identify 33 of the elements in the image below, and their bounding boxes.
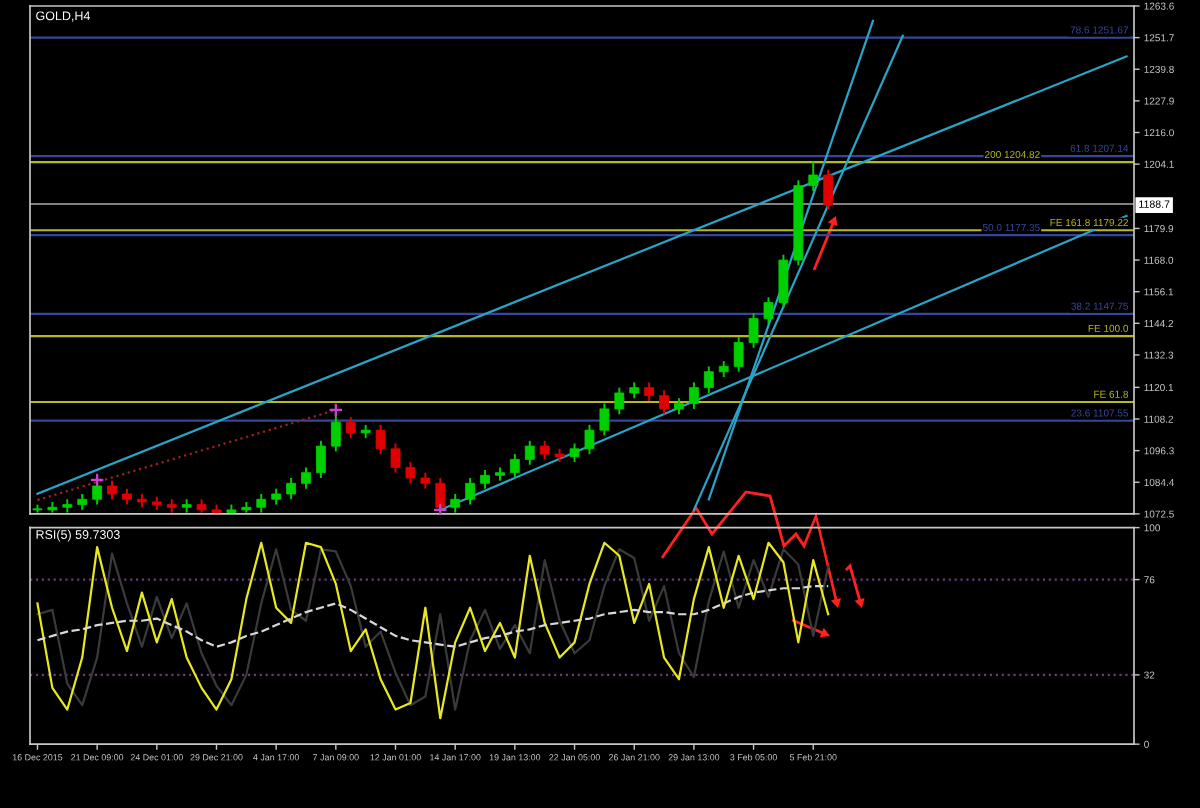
point [432,502,448,514]
candlestick [286,477,296,501]
candlestick [390,442,401,474]
candlestick [823,168,834,211]
candlestick [405,461,416,485]
line-series [36,584,830,648]
candlestick [644,381,655,402]
candlestick [345,415,356,440]
candlestick [509,453,520,479]
candlestick [301,466,311,490]
candlestick [450,492,461,514]
candlestick [480,469,490,490]
candlestick [256,492,267,514]
candlestick [539,439,550,461]
candlestick [107,479,117,501]
candlestick [808,160,819,192]
candlestick [584,423,595,456]
candlestick [689,381,699,410]
point [328,402,344,418]
candlestick [614,386,625,416]
candlestick [524,439,535,466]
candlestick [375,423,386,456]
candlestick [778,253,789,309]
point [89,472,105,488]
candlestick [465,477,475,506]
candlestick [316,439,326,479]
candlestick [733,336,744,373]
candlestick [763,296,774,325]
candlestick [599,402,610,437]
candlestick [748,312,759,349]
candlestick [569,442,580,464]
candlestick [703,365,714,394]
candlestick [659,389,669,416]
